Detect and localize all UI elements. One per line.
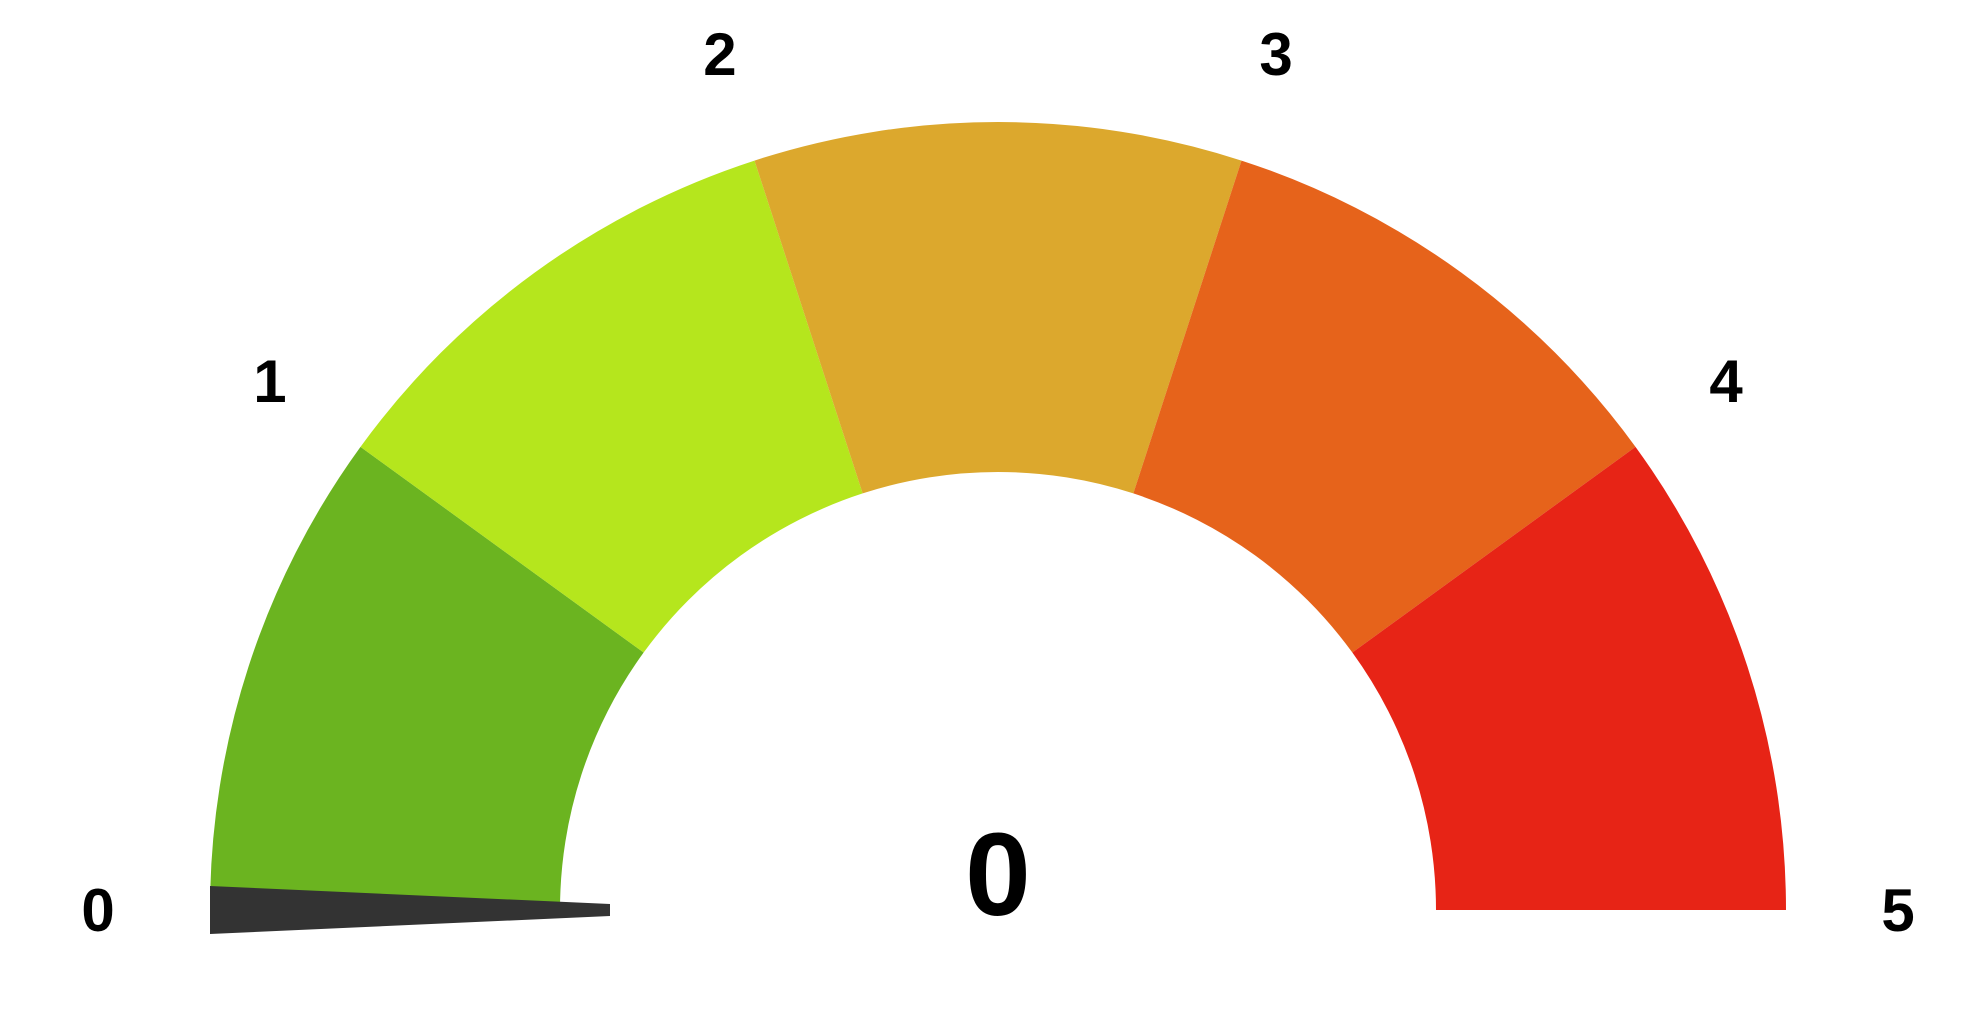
gauge-needle — [210, 886, 610, 934]
gauge-bands — [210, 122, 1786, 910]
gauge-tick-labels: 0 1 2 3 4 5 — [81, 21, 1914, 944]
tick-label-3: 3 — [1259, 21, 1292, 88]
tick-label-2: 2 — [703, 21, 736, 88]
gauge-needle-group — [210, 886, 610, 934]
gauge-band-1 — [210, 446, 644, 910]
gauge-value-label: 0 — [965, 809, 1031, 941]
gauge-band-4 — [1133, 160, 1636, 653]
gauge-band-3 — [754, 122, 1242, 494]
tick-label-1: 1 — [253, 348, 286, 415]
gauge-band-5 — [1352, 446, 1786, 910]
tick-label-4: 4 — [1709, 348, 1743, 415]
tick-label-5: 5 — [1881, 877, 1914, 944]
gauge-band-2 — [360, 160, 863, 653]
tick-label-0: 0 — [81, 877, 114, 944]
